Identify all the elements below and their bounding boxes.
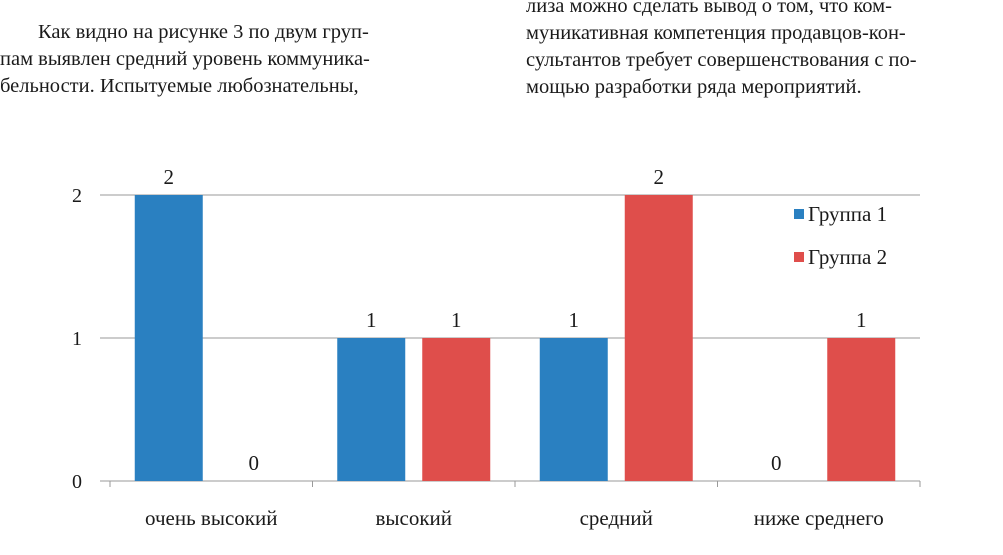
data-label: 0 [771,451,782,475]
text-line: лиза можно сделать вывод о том, что ком- [526,0,892,17]
x-tick-label: очень высокий [145,506,277,530]
data-label: 1 [451,308,462,332]
data-label: 1 [856,308,867,332]
y-tick-label: 2 [72,185,82,207]
text-line: бельности. Испытуемые любознательны, [0,75,359,97]
article-text-right-column: лиза можно сделать вывод о том, что ком-… [526,0,1003,101]
y-tick-label: 0 [72,471,82,493]
bar-2 [827,338,896,481]
bar-2 [422,338,491,481]
legend-swatch-2 [794,252,804,262]
text-line: Как видно на рисунке 3 по двум груп- [38,21,369,43]
bar-2 [624,195,693,481]
data-label: 1 [366,308,377,332]
y-tick-label: 1 [72,328,82,350]
bar-1 [337,338,406,481]
text-line: сультантов требует совершенствования с п… [526,49,917,71]
x-tick-label: высокий [375,506,452,530]
data-label: 0 [249,451,260,475]
legend-label: Группа 1 [808,202,887,226]
article-text-left-column: Как видно на рисунке 3 по двум груп- пам… [0,19,474,100]
text-line: муникативная компетенция продавцов-кон- [526,22,906,44]
legend-label: Группа 2 [808,245,887,269]
text-line: пам выявлен средний уровень коммуника- [0,48,370,70]
bar-1 [134,195,203,481]
x-tick-label: средний [580,506,653,530]
bar-1 [539,338,608,481]
x-tick-label: ниже среднего [754,506,884,530]
data-label: 1 [569,308,580,332]
legend-swatch-1 [794,209,804,219]
data-label: 2 [164,165,175,189]
data-label: 2 [654,165,665,189]
text-line: мощью разработки ряда мероприятий. [526,76,862,98]
